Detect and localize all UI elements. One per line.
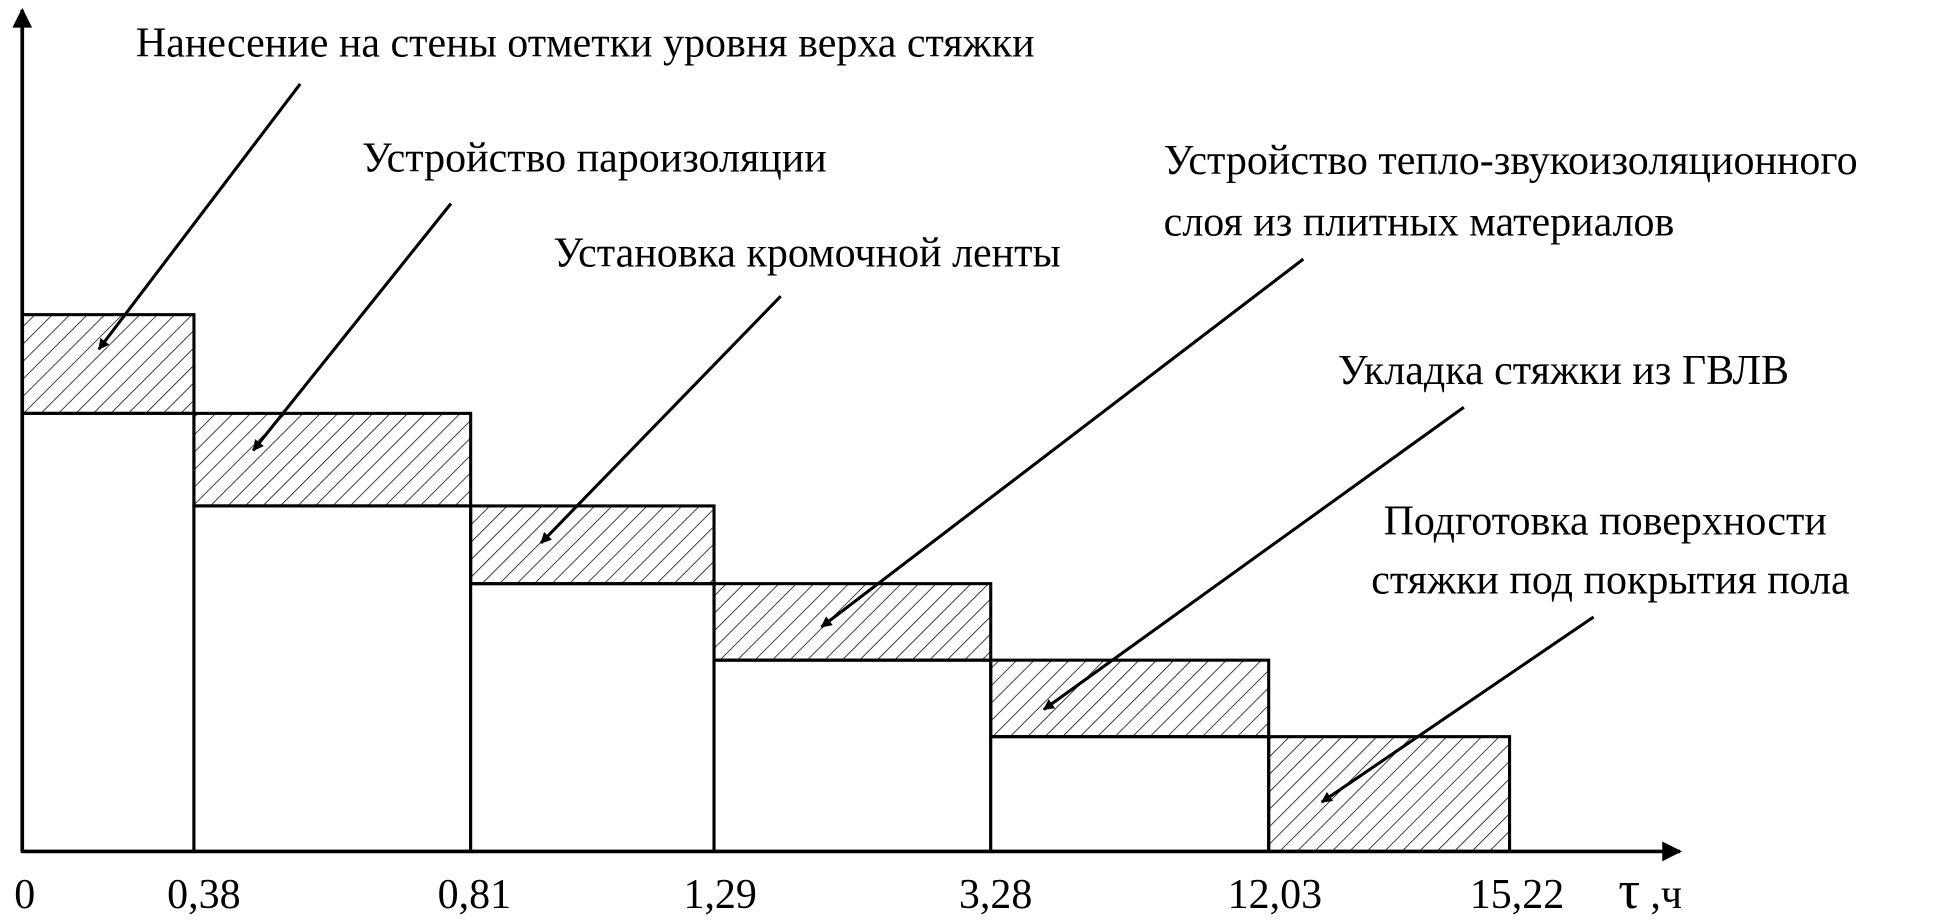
x-tick-label: 0 (14, 872, 35, 918)
task-block (989, 658, 1271, 739)
arrow (97, 82, 302, 351)
x-tick-label: 12,03 (1228, 872, 1322, 918)
block (469, 582, 716, 853)
task-label: Устройство тепло-звукоизоляционного (1164, 138, 1858, 184)
task-block (192, 411, 473, 508)
arrow (820, 257, 1305, 629)
task-blocks (20, 313, 1512, 853)
x-tick-label: 1,29 (683, 872, 756, 918)
block (20, 411, 196, 853)
task-block (712, 582, 993, 662)
task-label: Установка кромочной ленты (553, 231, 1060, 277)
task-label: слоя из плитных материалов (1164, 200, 1675, 246)
task-label: Подготовка поверхности (1384, 498, 1827, 544)
arrows (97, 82, 1595, 804)
axis-unit: ,ч (1650, 872, 1682, 918)
arrow (539, 295, 782, 545)
task-label: Укладка стяжки из ГВЛВ (1338, 348, 1789, 394)
task-block (1267, 735, 1512, 853)
task-block (20, 313, 196, 415)
task-label: Устройство пароизоляции (362, 136, 827, 182)
x-tick-label: 15,22 (1470, 872, 1564, 918)
block (712, 658, 993, 853)
x-tick-label: 3,28 (959, 872, 1032, 918)
arrow (1320, 615, 1595, 804)
x-tick-label: 0,38 (167, 872, 240, 918)
axis-symbol: τ (1618, 860, 1640, 920)
arrow (252, 202, 453, 452)
block (192, 504, 473, 853)
x-tick-label: 0,81 (438, 872, 511, 918)
task-label: Нанесение на стены отметки уровня верха … (136, 21, 1035, 67)
block (989, 735, 1271, 853)
task-block (469, 504, 716, 586)
arrow (1042, 405, 1465, 711)
task-label: стяжки под покрытия пола (1371, 558, 1850, 604)
